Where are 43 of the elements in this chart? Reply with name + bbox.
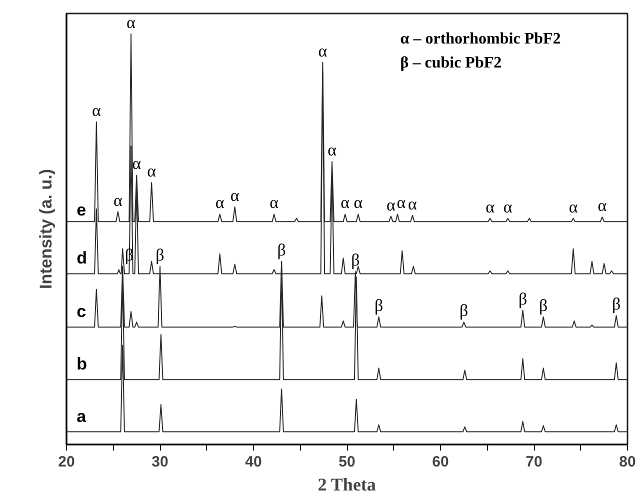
x-tick-label: 20 — [58, 454, 75, 470]
annotation: α — [318, 41, 328, 60]
annotation: α — [340, 193, 350, 212]
series-label: d — [76, 248, 87, 268]
annotation: β — [518, 289, 528, 308]
x-tick-label: 50 — [338, 454, 356, 470]
annotation: α — [503, 197, 512, 216]
annotation: α — [230, 186, 240, 205]
annotation: α — [215, 193, 224, 212]
annotation: β – cubic PbF2 — [400, 54, 502, 72]
series-label: c — [76, 302, 86, 322]
x-tick-label: 40 — [245, 454, 262, 470]
annotation: β — [351, 250, 360, 270]
annotation: β — [156, 245, 164, 264]
annotation: β — [612, 294, 621, 314]
x-tick-label: 70 — [526, 454, 542, 470]
series-label: b — [76, 354, 87, 374]
x-tick-label: 80 — [619, 454, 636, 470]
annotation: α — [92, 100, 101, 120]
annotation: α — [328, 140, 337, 160]
annotation: α — [354, 193, 363, 212]
annotation: α — [408, 194, 417, 214]
annotation: α – orthorhombic PbF2 — [400, 30, 561, 48]
x-tick-label: 60 — [432, 454, 449, 470]
annotation: α — [486, 197, 495, 216]
x-tick-label: 30 — [152, 454, 168, 470]
annotation: α — [396, 193, 406, 212]
annotation: α — [386, 195, 396, 214]
annotation: α — [126, 13, 136, 32]
annotation: α — [113, 190, 122, 210]
annotation: β — [374, 296, 384, 315]
y-axis-title: Intensity (a. u.) — [36, 169, 56, 289]
x-axis-title: 2 Theta — [318, 474, 376, 494]
annotation: β — [277, 240, 286, 260]
annotation: α — [568, 197, 578, 216]
series-label: e — [76, 200, 86, 220]
annotation: α — [132, 154, 142, 174]
annotation: β — [539, 296, 548, 315]
annotation: α — [270, 193, 279, 212]
annotation: α — [598, 196, 607, 216]
annotation: β — [460, 301, 468, 320]
series-label: a — [76, 406, 87, 426]
annotation: α — [147, 162, 156, 181]
